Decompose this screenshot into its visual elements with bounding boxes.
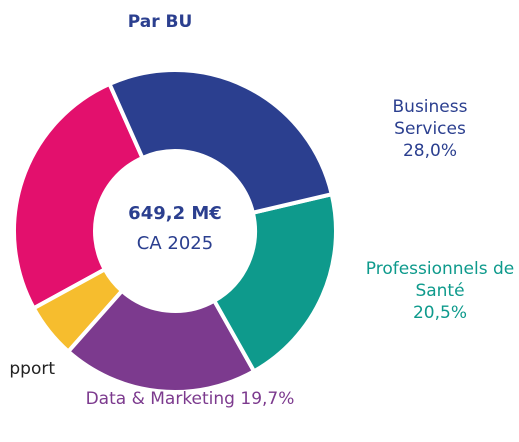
slice-label: Data & Marketing 19,7%: [40, 388, 340, 410]
value-label: 19,7%: [240, 389, 295, 409]
category-name: Data & Marketing: [85, 389, 235, 409]
value-label: 20,5%: [412, 303, 467, 323]
center-caption: CA 2025: [137, 233, 213, 254]
slice-label: pport: [0, 358, 55, 380]
slice-label: Business Services 28,0%: [370, 96, 490, 162]
center-value: 649,2 M€: [128, 203, 222, 224]
donut-segment: [65, 288, 257, 394]
donut-segment: [12, 81, 146, 311]
category-name: Professionnels de Santé: [365, 259, 515, 301]
slice-label: Professionnels de Santé 20,5%: [340, 258, 519, 324]
category-name: pport: [9, 359, 55, 379]
value-label: 28,0%: [402, 141, 457, 161]
donut-segment: [106, 68, 335, 216]
donut-segment: [211, 191, 338, 374]
category-name: Business Services: [392, 97, 468, 139]
chart-title: Par BU: [128, 12, 193, 32]
donut-segment: [31, 266, 125, 355]
